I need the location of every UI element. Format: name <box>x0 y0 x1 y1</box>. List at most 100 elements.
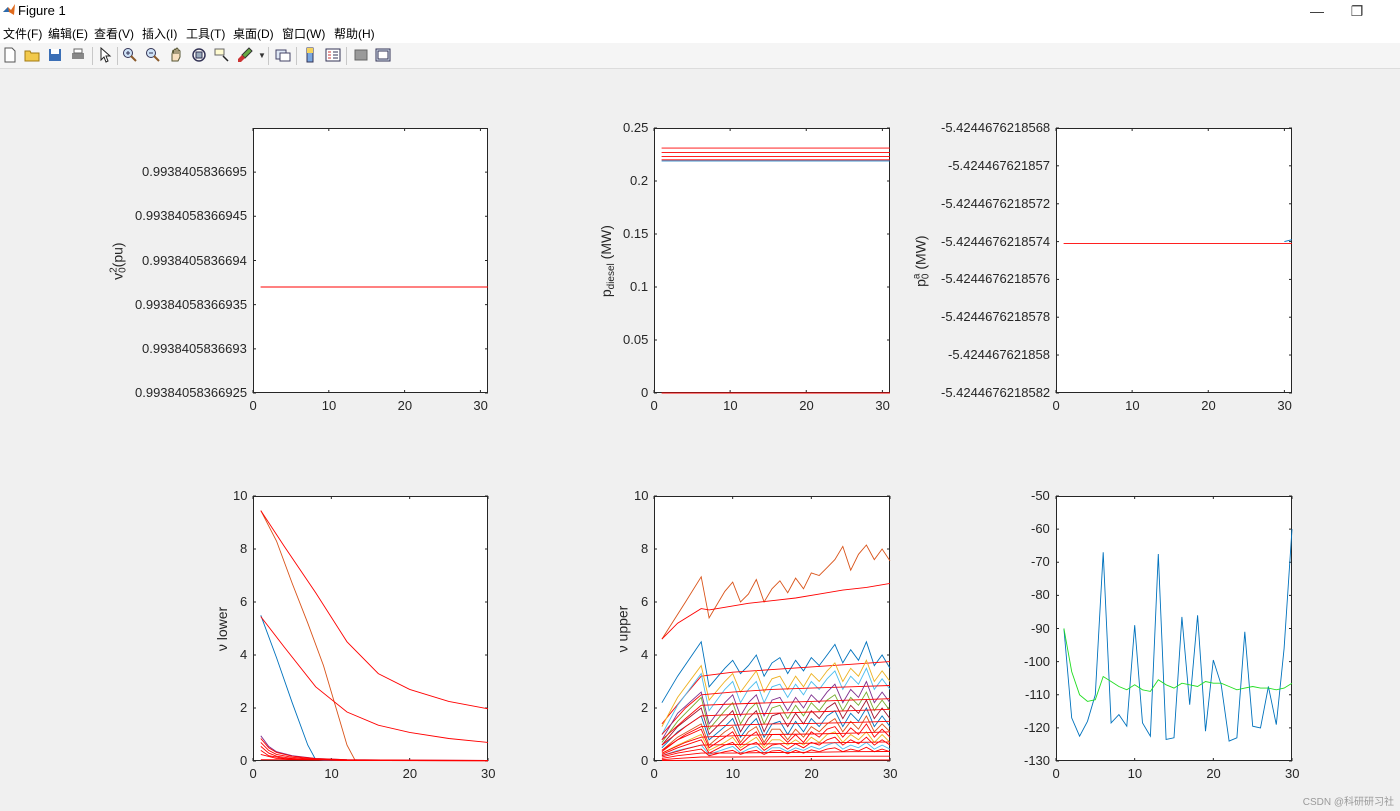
series-line-7 <box>260 742 489 762</box>
axes-4[interactable] <box>253 496 488 761</box>
series-line-2 <box>1063 628 1293 702</box>
edit-plot-arrow-icon[interactable] <box>97 47 113 63</box>
y-tick-label: -120 <box>1024 719 1051 735</box>
series-line-19 <box>661 731 891 754</box>
menu-edit[interactable]: 编辑(E) <box>48 27 88 41</box>
y-axis-label-main: p <box>597 288 614 297</box>
toolbar: ▼ <box>0 43 1400 69</box>
y-tick-label: 0.9938405836693 <box>142 340 247 356</box>
x-tick-label: 0 <box>249 766 257 781</box>
x-tick-label: 20 <box>402 766 418 781</box>
chevron-down-icon[interactable]: ▼ <box>258 51 266 60</box>
series-line-1 <box>1063 529 1293 742</box>
legend-icon[interactable] <box>325 47 341 63</box>
series-line-9 <box>661 691 891 743</box>
y-tick-label: 0.9938405836695 <box>142 164 247 180</box>
x-tick-label: 0 <box>1052 766 1060 781</box>
series-line-22 <box>661 741 891 757</box>
brush-icon[interactable] <box>237 47 253 63</box>
pan-hand-icon[interactable] <box>168 47 184 63</box>
y-axis-label: p diesel (MW) <box>597 225 617 297</box>
y-tick-label: -110 <box>1025 686 1051 702</box>
series-line-13 <box>661 708 891 746</box>
y-tick-label: 8 <box>641 541 649 556</box>
axes-2[interactable] <box>654 128 890 393</box>
x-tick-label: 0 <box>1052 398 1060 413</box>
matlab-logo-icon <box>3 4 15 15</box>
y-tick-label: 0.05 <box>623 332 649 347</box>
zoom-out-icon[interactable] <box>145 47 161 63</box>
zoom-in-icon[interactable] <box>122 47 138 63</box>
x-tick-label: 20 <box>397 398 413 413</box>
series-line-23 <box>661 751 891 759</box>
y-axis-label-sub: 0 <box>117 266 129 273</box>
hide-plot-tools-icon[interactable] <box>353 47 369 63</box>
y-tick-label: -5.4244676218568 <box>941 120 1051 135</box>
menu-desktop[interactable]: 桌面(D) <box>233 27 274 41</box>
menu-window[interactable]: 窗口(W) <box>282 27 326 41</box>
colorbar-icon[interactable] <box>302 47 318 63</box>
x-tick-label: 30 <box>1277 398 1292 413</box>
plot-area-6 <box>1055 495 1293 762</box>
new-figure-icon[interactable] <box>2 47 18 63</box>
y-tick-label: 0.2 <box>630 173 649 188</box>
save-icon[interactable] <box>47 47 63 63</box>
link-plot-icon[interactable] <box>275 47 291 63</box>
series-line-17 <box>661 731 891 754</box>
toolbar-separator <box>92 47 93 65</box>
plot-area-3 <box>1055 127 1293 394</box>
restore-button[interactable]: ❐ <box>1350 3 1364 19</box>
y-tick-label: 10 <box>634 488 649 503</box>
plot-area-1 <box>252 128 488 394</box>
y-tick-label: -70 <box>1031 554 1050 570</box>
x-tick-label: 30 <box>1285 766 1300 781</box>
rotate-3d-icon[interactable] <box>191 47 207 63</box>
y-tick-label: 2 <box>641 700 649 715</box>
x-tick-label: 10 <box>725 766 741 781</box>
menu-help[interactable]: 帮助(H) <box>334 27 375 41</box>
menu-insert[interactable]: 插入(I) <box>142 27 178 41</box>
minimize-button[interactable]: — <box>1310 3 1324 19</box>
show-plot-tools-icon[interactable] <box>375 47 391 63</box>
x-tick-label: 0 <box>650 766 658 781</box>
y-tick-label: 0 <box>641 385 649 400</box>
y-tick-label: 0.1 <box>630 279 649 294</box>
y-tick-label: -90 <box>1031 620 1050 636</box>
series-line-8 <box>661 680 891 741</box>
open-file-icon[interactable] <box>24 47 40 63</box>
y-tick-label: -5.424467621858 <box>948 347 1050 363</box>
x-tick-label: 10 <box>723 398 738 413</box>
x-tick-label: 10 <box>1125 398 1140 413</box>
y-axis-label: ν upper <box>614 605 630 652</box>
watermark: CSDN @科研研习社 <box>1302 797 1394 808</box>
x-tick-label: 30 <box>473 398 488 413</box>
series-line-11 <box>661 699 891 746</box>
x-tick-label: 10 <box>321 398 337 413</box>
y-tick-label: 0.99384058366925 <box>135 385 248 400</box>
y-tick-label: -5.4244676218572 <box>941 195 1051 211</box>
y-axis-label: v 2 0 (pu) <box>108 242 129 279</box>
series-line-25 <box>661 759 891 761</box>
window-title-bar: Figure 1 — ❐ <box>0 0 1400 22</box>
y-tick-label: 0.9938405836694 <box>142 252 247 268</box>
menu-file[interactable]: 文件(F) <box>3 27 43 41</box>
y-tick-label: -5.4244676218582 <box>941 385 1051 400</box>
axes-3[interactable] <box>1056 128 1292 393</box>
y-tick-label: -50 <box>1031 488 1050 503</box>
menu-tools[interactable]: 工具(T) <box>186 27 226 41</box>
y-tick-label: 2 <box>240 700 248 715</box>
x-tick-label: 0 <box>650 398 658 413</box>
x-tick-label: 10 <box>1127 766 1143 781</box>
series-line-4 <box>260 616 489 743</box>
series-line-20 <box>661 741 891 757</box>
y-tick-label: 8 <box>240 541 248 556</box>
series-line-1 <box>1284 239 1293 243</box>
data-cursor-icon[interactable] <box>214 47 230 63</box>
x-tick-label: 20 <box>804 766 819 781</box>
y-tick-label: 0.25 <box>623 120 649 135</box>
series-line-6 <box>661 667 891 735</box>
x-tick-label: 0 <box>249 398 257 413</box>
print-icon[interactable] <box>70 47 86 63</box>
x-tick-label: 30 <box>875 398 890 413</box>
menu-view[interactable]: 查看(V) <box>94 27 134 41</box>
